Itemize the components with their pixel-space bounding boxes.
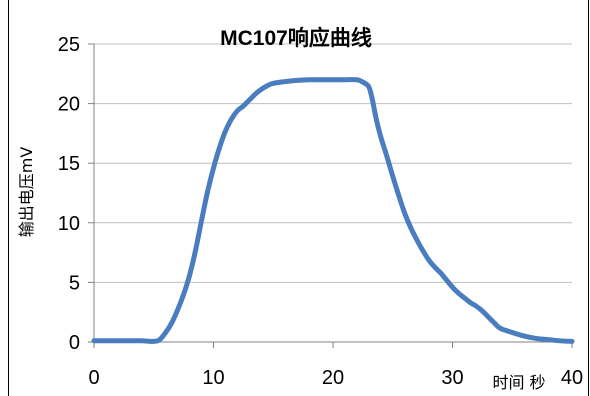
y-axis-label: 输出电压mV — [17, 147, 36, 238]
y-tick-label-3: 15 — [58, 153, 80, 175]
x-tick-label-4: 40 — [561, 367, 583, 389]
x-tick-label-2: 20 — [322, 367, 344, 389]
axis-layer — [88, 43, 573, 348]
y-tick-label-1: 5 — [69, 272, 80, 294]
y-tick-label-5: 25 — [58, 34, 80, 56]
x-tick-label-3: 30 — [441, 367, 463, 389]
frame-left-border — [8, 0, 9, 396]
y-tick-label-2: 10 — [58, 213, 80, 235]
chart-title: MC107响应曲线 — [220, 26, 372, 50]
x-tick-label-1: 10 — [202, 367, 224, 389]
x-tick-label-0: 0 — [88, 367, 99, 389]
tick-label-layer: 0 5 10 15 20 25 0 10 20 30 40 — [58, 34, 583, 389]
y-tick-label-4: 20 — [58, 94, 80, 116]
series-layer — [91, 77, 575, 344]
x-axis-label: 时间 秒 — [492, 373, 545, 392]
frame-right-border — [588, 0, 589, 396]
grid-layer — [94, 43, 572, 283]
series-line-0 — [91, 77, 575, 344]
y-tick-label-0: 0 — [69, 332, 80, 354]
